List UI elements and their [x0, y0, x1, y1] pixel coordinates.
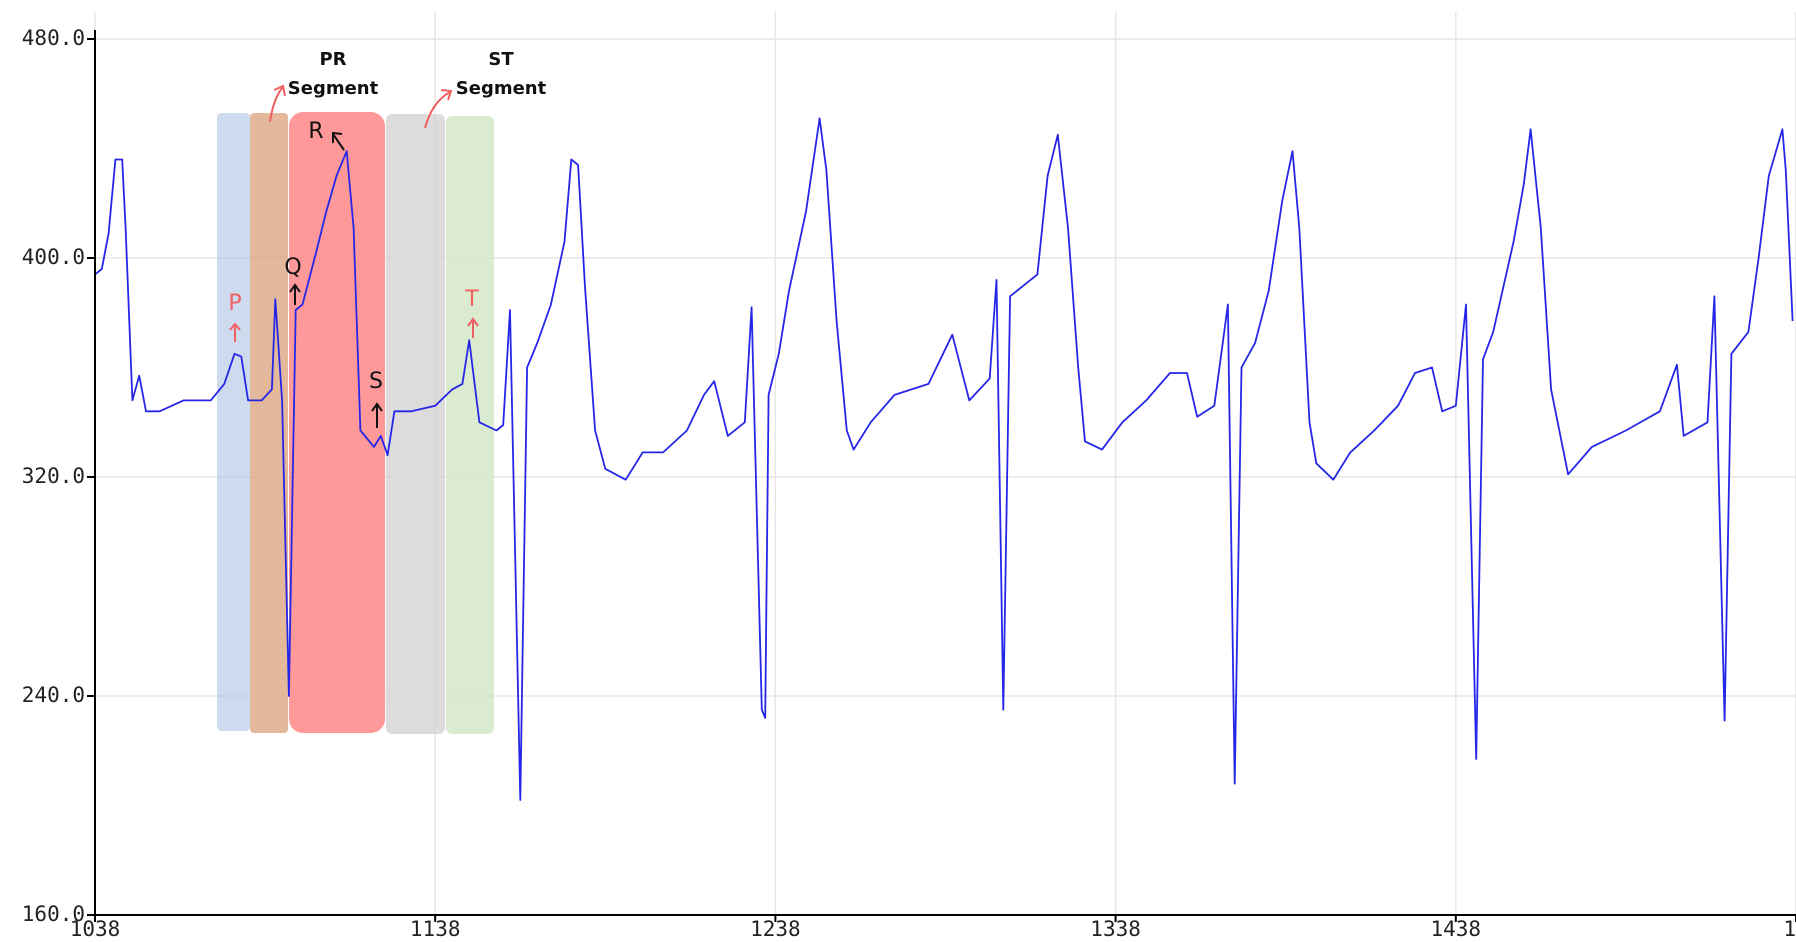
- annotation: Q: [284, 255, 301, 280]
- x-tick-label: 1438: [1431, 917, 1482, 941]
- annotation: R: [308, 119, 323, 144]
- annotation: Segment: [456, 78, 547, 99]
- r-arrow: [332, 131, 345, 151]
- t-wave-region: [446, 116, 494, 734]
- p-arrow: [229, 322, 241, 342]
- y-tick-label: 320.0: [22, 464, 85, 488]
- st-arrow: [424, 89, 453, 129]
- y-tick-label: 480.0: [22, 26, 85, 50]
- x-tick-label: 1038: [70, 917, 121, 941]
- annotation: T: [464, 287, 479, 312]
- labels: 160.0 240.0 320.0 400.0 480.0 1038 1138 1238 133…: [22, 26, 1796, 941]
- st-segment-region: [386, 114, 445, 734]
- annotation: Segment: [288, 78, 379, 99]
- x-tick-label: 1138: [410, 917, 461, 941]
- axes: [94, 30, 1796, 916]
- x-tick-label: 1238: [750, 917, 801, 941]
- pr-arrow: [269, 84, 286, 123]
- annotation: S: [369, 369, 383, 394]
- annotation: PR: [319, 49, 346, 70]
- wave-regions: [217, 112, 494, 734]
- annotation: ST: [488, 49, 514, 70]
- p-wave-region: [217, 113, 250, 731]
- q-arrow: [289, 283, 301, 305]
- plot: [94, 117, 1794, 801]
- x-tick-label: 1338: [1090, 917, 1141, 941]
- pr-segment-region: [250, 113, 288, 733]
- s-arrow: [371, 402, 383, 428]
- annotation-arrows: [229, 84, 479, 428]
- x-tick-label: 15: [1783, 917, 1796, 941]
- t-arrow: [467, 317, 479, 338]
- qrs-region: [289, 112, 385, 733]
- ecg-line: [94, 117, 1794, 801]
- y-tick-label: 400.0: [22, 245, 85, 269]
- annotation: P: [228, 291, 241, 316]
- y-tick-label: 160.0: [22, 902, 85, 926]
- y-tick-label: 240.0: [22, 683, 85, 707]
